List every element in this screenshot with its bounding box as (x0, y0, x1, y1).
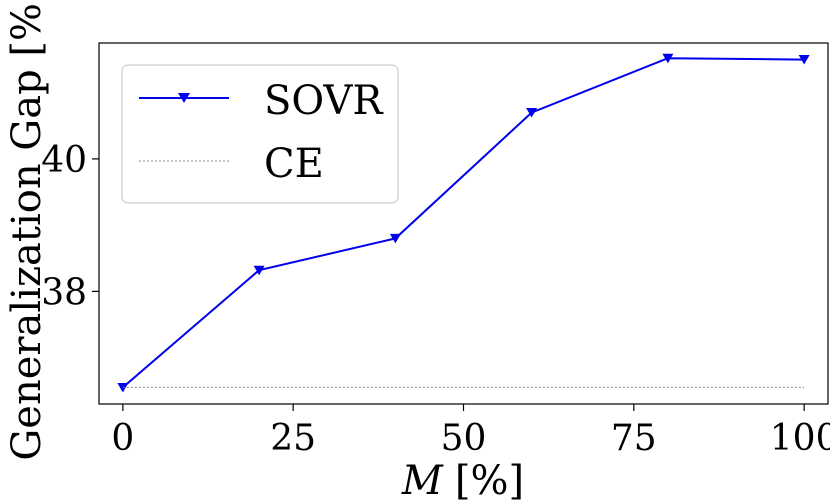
x-tick-label: 25 (270, 418, 316, 459)
x-axis: 0 25 50 75 100 (111, 404, 830, 459)
x-axis-label-symbol: M (401, 458, 444, 504)
data-point-sovr-1 (253, 265, 265, 276)
x-tick-label: 100 (770, 418, 830, 459)
y-tick-label: 38 (41, 272, 87, 313)
data-point-sovr-4 (662, 53, 674, 64)
y-axis-label: Generalization Gap [%] (4, 0, 50, 461)
x-tick-label: 0 (111, 418, 134, 459)
x-tick-label: 50 (441, 418, 487, 459)
legend-box (121, 64, 399, 204)
y-tick-label: 40 (41, 140, 87, 181)
data-point-sovr-3 (526, 108, 538, 118)
data-point-sovr-5 (798, 55, 810, 65)
legend: SOVR CE (121, 64, 399, 204)
series-line-sovr (122, 57, 805, 389)
legend-label-sovr: SOVR (264, 78, 384, 124)
y-axis: 38 40 (41, 140, 99, 313)
x-tick-label: 75 (611, 418, 657, 459)
x-axis-label: M [%] (401, 458, 524, 504)
legend-marker-sovr (178, 93, 190, 103)
legend-label-ce: CE (264, 141, 324, 187)
x-axis-label-unit: [%] (455, 458, 524, 504)
data-point-sovr-2 (389, 233, 401, 244)
plot-area (117, 53, 810, 393)
